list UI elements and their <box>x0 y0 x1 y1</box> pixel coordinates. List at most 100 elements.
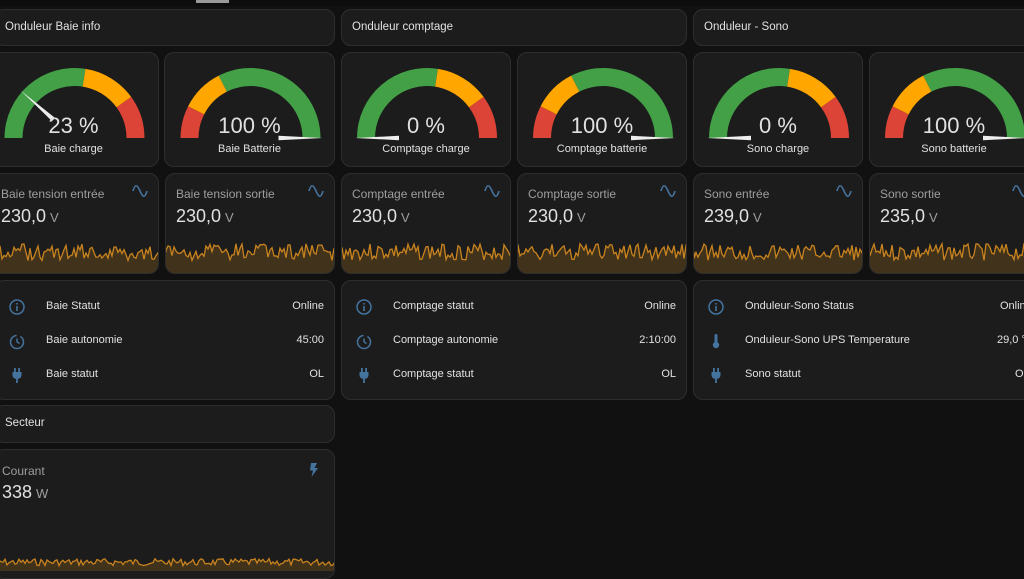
entity-row[interactable]: Comptage statut OL <box>342 365 686 385</box>
sensor-value: 230,0 <box>176 206 222 226</box>
sensor-card[interactable]: Comptage entrée 230,0 V <box>341 173 511 274</box>
gauge-label: Sono charge <box>746 143 810 155</box>
gauge-value: 0 % <box>407 113 445 138</box>
entity-name: Baie autonomie <box>46 334 123 346</box>
gauge-card[interactable]: 100 % Baie Batterie <box>164 52 335 167</box>
entity-state: OL <box>1015 368 1024 380</box>
entity-row[interactable]: Baie Statut Online <box>0 297 334 317</box>
gauge-severity-band <box>82 68 132 108</box>
gauge-card[interactable]: 100 % Sono batterie <box>869 52 1024 167</box>
entity-row[interactable]: Onduleur-Sono UPS Temperature 29,0 °C <box>694 331 1024 351</box>
timer-icon <box>356 334 372 350</box>
gauge-label: Comptage batterie <box>556 143 648 155</box>
gauge-value: 0 % <box>759 113 797 138</box>
entity-name: Baie Statut <box>46 300 100 312</box>
sparkline-area <box>694 244 862 273</box>
sensor-card[interactable]: Sono entrée 239,0 V <box>693 173 863 274</box>
history-sparkline <box>518 242 686 273</box>
sparkline-line <box>166 241 334 263</box>
gauge-severity-band <box>709 67 790 138</box>
history-sparkline <box>870 241 1024 273</box>
section-title: Onduleur Baie info <box>5 21 101 33</box>
sensor-card[interactable]: Baie tension entrée 230,0 V <box>0 173 159 274</box>
sensor-card[interactable]: Comptage sortie 230,0 V <box>517 173 687 274</box>
entity-name: Sono statut <box>745 368 801 380</box>
gauge-severity-band <box>533 106 557 138</box>
sensor-name: Comptage sortie <box>528 187 617 201</box>
entities-card: Onduleur-Sono Status Online Onduleur-Son… <box>693 280 1024 400</box>
gauge-label: Baie Batterie <box>218 143 281 155</box>
entities-card: Comptage statut Online Comptage autonomi… <box>341 280 687 400</box>
gauge-needle <box>983 135 1024 141</box>
sensor-card[interactable]: Sono sortie 235,0 V <box>869 173 1024 274</box>
sparkline-line <box>518 242 686 263</box>
gauge-arc <box>885 68 1024 141</box>
gauge-severity-band <box>923 68 1024 138</box>
sensor-name: Sono entrée <box>704 187 770 201</box>
sensor-value: 239,0 <box>704 206 750 226</box>
entity-row[interactable]: Onduleur-Sono Status Online <box>694 297 1024 317</box>
sparkline-area <box>342 244 510 273</box>
sensor-card[interactable]: Baie tension sortie 230,0 V <box>165 173 335 274</box>
gauge-value: 23 % <box>48 113 99 138</box>
entity-state: OL <box>309 368 324 380</box>
gauge-needle <box>20 90 55 122</box>
gauge-arc <box>180 68 323 141</box>
entity-row[interactable]: Comptage statut Online <box>342 297 686 317</box>
sine-wave-icon <box>836 184 852 198</box>
entity-name: Baie statut <box>46 368 98 380</box>
gauge-label: Comptage charge <box>382 143 470 155</box>
sensor-unit: V <box>753 210 762 225</box>
gauge-arc <box>4 67 145 138</box>
gauge-severity-band <box>357 67 438 138</box>
gauge-severity-band <box>188 75 227 115</box>
sensor-value: 230,0 <box>352 206 398 226</box>
entity-row[interactable]: Baie statut OL <box>0 365 334 385</box>
gauge-card[interactable]: 100 % Comptage batterie <box>517 52 687 167</box>
sine-wave-icon <box>660 184 676 198</box>
sensor-unit: V <box>50 210 59 225</box>
sensor-unit: W <box>36 486 49 501</box>
entity-row[interactable]: Sono statut OL <box>694 365 1024 385</box>
history-sparkline <box>166 241 334 273</box>
information-outline-icon <box>356 299 372 315</box>
sensor-name: Baie tension entrée <box>1 187 105 201</box>
power-plug-icon <box>359 368 369 383</box>
entity-name: Onduleur-Sono UPS Temperature <box>745 334 910 346</box>
gauge-severity-band <box>469 96 497 138</box>
sensor-value: 230,0 <box>528 206 574 226</box>
sparkline-line <box>0 557 334 568</box>
sparkline-line <box>342 241 510 262</box>
gauge-severity-band <box>435 68 484 108</box>
entity-state: Online <box>644 300 676 312</box>
entity-row[interactable]: Baie autonomie 45:00 <box>0 331 334 351</box>
section-title: Secteur <box>5 417 45 429</box>
gauge-value: 100 % <box>218 113 281 138</box>
gauge-card[interactable]: 0 % Comptage charge <box>341 52 511 167</box>
gauge-label: Sono batterie <box>921 143 987 155</box>
sensor-unit: V <box>401 210 410 225</box>
section-title-card: Onduleur Baie info <box>0 9 335 46</box>
entity-state: Online <box>1000 300 1024 312</box>
sensor-name: Sono sortie <box>880 187 941 201</box>
gauge-severity-band <box>787 68 836 108</box>
entity-row[interactable]: Comptage autonomie 2:10:00 <box>342 331 686 351</box>
active-view-tab-indicator <box>196 0 229 3</box>
section-title: Onduleur comptage <box>352 21 454 33</box>
sensor-card[interactable]: Courant 338 W <box>0 449 335 579</box>
entity-name: Onduleur-Sono Status <box>745 300 854 312</box>
entity-state: 2:10:00 <box>639 334 676 346</box>
gauge-card[interactable]: 23 % Baie charge <box>0 52 159 167</box>
gauge-severity-band <box>180 106 205 138</box>
information-outline-icon <box>9 299 25 315</box>
entities-card: Baie Statut Online Baie autonomie 45:00 … <box>0 280 335 400</box>
gauge-card[interactable]: 0 % Sono charge <box>693 52 863 167</box>
gauge-severity-band <box>4 67 86 138</box>
top-toolbar-strip <box>0 0 1024 6</box>
history-sparkline <box>0 557 334 571</box>
sparkline-area <box>166 243 334 273</box>
gauge-value: 100 % <box>922 113 986 138</box>
power-plug-icon <box>711 368 721 383</box>
sensor-name: Baie tension sortie <box>176 187 275 201</box>
sensor-value: 230,0 <box>1 206 47 226</box>
